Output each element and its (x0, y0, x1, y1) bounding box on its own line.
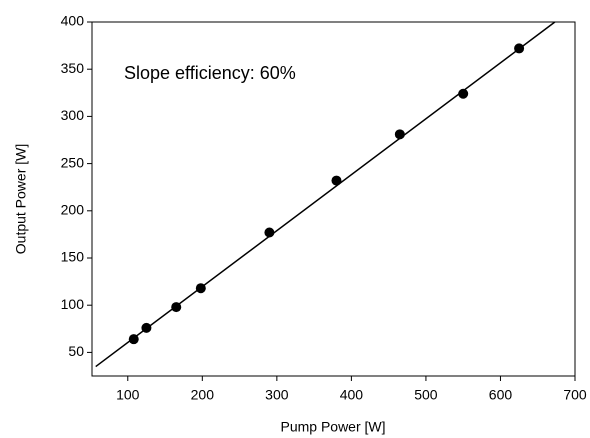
data-point (128, 334, 139, 345)
y-tick-label: 400 (61, 13, 85, 29)
y-tick-label: 250 (61, 154, 85, 170)
data-point (264, 227, 275, 238)
x-tick-label: 600 (489, 387, 513, 403)
y-tick-label: 50 (68, 343, 84, 359)
y-tick-label: 150 (61, 249, 85, 265)
data-point (514, 43, 525, 54)
x-tick-label: 200 (191, 387, 215, 403)
annotation: Slope efficiency: 60% (124, 63, 296, 83)
data-point (195, 283, 206, 294)
y-tick-label: 300 (61, 107, 85, 123)
x-tick-label: 100 (116, 387, 140, 403)
y-tick-label: 100 (61, 296, 85, 312)
data-point (394, 129, 405, 140)
data-point (458, 88, 469, 99)
x-tick-label: 300 (265, 387, 289, 403)
x-axis-label: Pump Power [W] (280, 419, 385, 435)
y-tick-label: 200 (61, 202, 85, 218)
x-tick-label: 500 (414, 387, 438, 403)
x-tick-label: 400 (340, 387, 364, 403)
data-point (331, 175, 342, 186)
x-tick-label: 700 (563, 387, 587, 403)
y-axis-label: Output Power [W] (13, 144, 29, 254)
data-point (171, 302, 182, 313)
plot-frame (91, 21, 576, 377)
data-point (141, 322, 152, 333)
y-tick-label: 350 (61, 60, 85, 76)
